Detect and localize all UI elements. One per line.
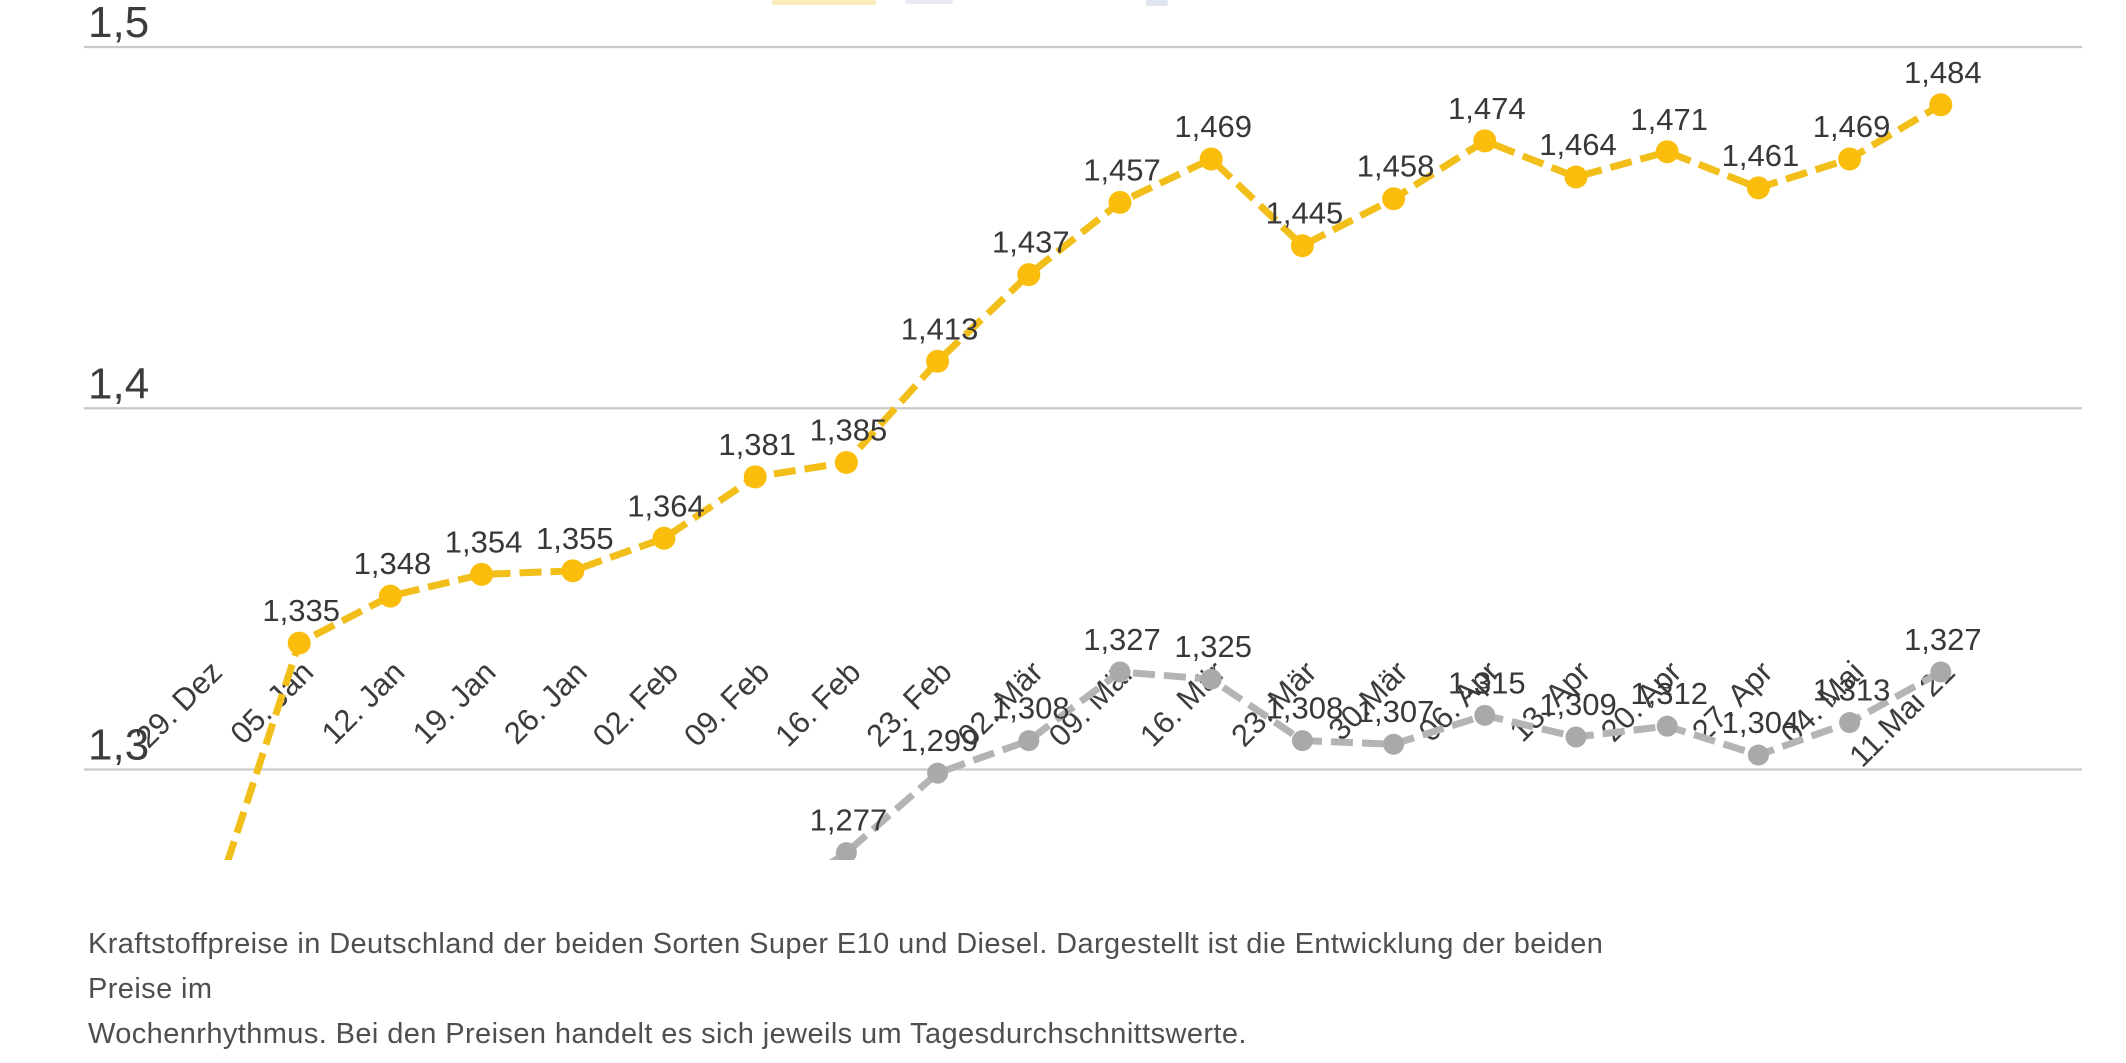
data-label: 1,312 [1630, 676, 1708, 711]
y-tick-label: 1,3 [88, 721, 149, 770]
data-label: 1,464 [1539, 127, 1617, 162]
x-tick-label: 19. Jan [406, 654, 503, 751]
data-label: 1,327 [1083, 622, 1161, 657]
y-tick-label: 1,4 [88, 359, 149, 408]
data-label: 1,335 [262, 593, 340, 628]
data-point-diesel [1839, 712, 1861, 734]
data-point-diesel [1656, 715, 1678, 737]
data-label: 1,469 [1174, 109, 1252, 144]
data-label: 1,461 [1722, 138, 1800, 173]
cropped-legend-row [0, 0, 2126, 8]
data-point-super-e10 [743, 465, 767, 489]
x-tick-label: 29. Dez [129, 654, 229, 754]
data-point-diesel [1383, 733, 1405, 755]
data-point-diesel [927, 762, 949, 784]
data-label: 1,354 [445, 524, 523, 559]
data-point-super-e10 [1199, 147, 1223, 171]
cropped-legend-mark-icon [1146, 0, 1168, 6]
data-label: 1,313 [1813, 673, 1891, 708]
data-label: 1,277 [810, 803, 888, 838]
data-point-diesel [835, 842, 857, 860]
data-label: 1,474 [1448, 91, 1526, 126]
data-label: 1,309 [1539, 687, 1617, 722]
cropped-legend-diesel-line-icon [905, 0, 953, 4]
data-label: 1,308 [992, 691, 1070, 726]
x-tick-label: 26. Jan [497, 654, 594, 751]
data-label: 1,355 [536, 521, 614, 556]
x-tick-label: 09. Feb [677, 654, 776, 753]
caption-line-2: Wochenrhythmus. Bei den Preisen handelt … [88, 1018, 1247, 1050]
data-label: 1,308 [1266, 691, 1344, 726]
data-label: 1,457 [1083, 152, 1161, 187]
data-point-diesel [1474, 704, 1496, 726]
data-point-super-e10 [378, 584, 402, 608]
data-label: 1,437 [992, 225, 1070, 260]
x-tick-label: 02. Feb [586, 654, 685, 753]
data-point-diesel [1930, 661, 1952, 683]
data-label: 1,364 [627, 488, 705, 523]
data-label: 1,445 [1266, 196, 1344, 231]
caption-line-1: Kraftstoffpreise in Deutschland der beid… [88, 928, 1604, 1005]
data-point-super-e10 [470, 562, 494, 586]
data-label: 1,299 [901, 723, 979, 758]
data-point-super-e10 [1382, 187, 1406, 211]
data-label: 1,315 [1448, 665, 1526, 700]
data-point-diesel [1109, 661, 1131, 683]
data-point-super-e10 [1473, 129, 1497, 153]
x-tick-label: 16. Feb [768, 654, 867, 753]
data-label: 1,327 [1904, 622, 1982, 657]
data-point-super-e10 [1929, 93, 1953, 117]
data-point-super-e10 [652, 526, 676, 550]
data-label: 1,385 [810, 412, 888, 447]
data-label: 1,413 [901, 311, 979, 346]
data-point-super-e10 [1838, 147, 1862, 171]
data-label: 1,307 [1357, 694, 1435, 729]
chart-caption: Kraftstoffpreise in Deutschland der beid… [88, 922, 1618, 1057]
series-line-super-e10 [224, 101, 1943, 860]
series-line-diesel [829, 668, 1943, 860]
data-label: 1,325 [1174, 629, 1252, 664]
data-point-super-e10 [1746, 176, 1770, 200]
data-point-super-e10 [834, 450, 858, 474]
data-point-super-e10 [1108, 190, 1132, 214]
data-label: 1,458 [1357, 149, 1435, 184]
x-tick-label: 16. Mär [1133, 654, 1232, 753]
data-label: 1,381 [718, 427, 796, 462]
data-point-super-e10 [1290, 234, 1314, 258]
data-point-diesel [1747, 744, 1769, 766]
data-point-super-e10 [1017, 263, 1041, 287]
data-label: 1,348 [354, 546, 432, 581]
x-tick-label: 12. Jan [315, 654, 412, 751]
data-label: 1,304 [1722, 705, 1800, 740]
data-point-super-e10 [1655, 140, 1679, 164]
data-point-diesel [1018, 730, 1040, 752]
data-point-diesel [1565, 726, 1587, 748]
y-tick-label: 1,5 [88, 0, 149, 47]
data-point-diesel [1200, 668, 1222, 690]
data-point-diesel [1291, 730, 1313, 752]
data-label: 1,484 [1904, 55, 1982, 90]
data-point-super-e10 [561, 559, 585, 583]
data-label: 1,471 [1630, 102, 1708, 137]
data-point-super-e10 [287, 631, 311, 655]
data-point-super-e10 [1564, 165, 1588, 189]
cropped-legend-superE10-line-icon [772, 0, 876, 5]
data-label: 1,469 [1813, 109, 1891, 144]
data-point-super-e10 [926, 349, 950, 373]
